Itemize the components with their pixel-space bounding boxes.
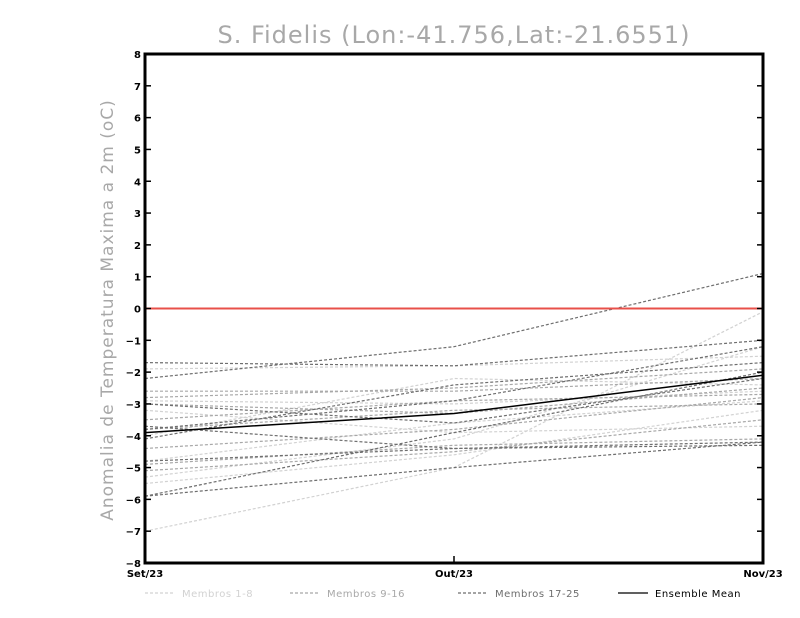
legend-label-3: Membros 17-25 (495, 589, 580, 600)
series-line-m21 (144, 362, 764, 440)
y-tick-label: 5 (134, 145, 141, 156)
series-line-m22 (144, 346, 764, 430)
series-line-m18 (144, 339, 764, 367)
y-tick-label: −4 (126, 432, 141, 443)
x-tick-label: Set/23 (127, 569, 163, 580)
legend-label-1: Membros 1-8 (182, 589, 253, 600)
series-line-m1 (144, 311, 764, 532)
plot-area: −8 −7 −6 −5 −4 −3 −2 −1 0 1 2 3 4 5 6 7 8 Set/23 Out/23 Nov… (126, 50, 783, 580)
series-line-m12 (144, 438, 764, 465)
series-line-m13 (144, 419, 764, 472)
x-tick-label: Out/23 (435, 569, 473, 580)
y-tick-label: −1 (126, 336, 141, 347)
y-tick-label: 7 (134, 82, 141, 93)
y-tick-label: −6 (126, 495, 141, 506)
series-line-m14 (144, 387, 764, 415)
series-line-m7 (144, 409, 764, 485)
legend-label-2: Membros 9-16 (327, 589, 405, 600)
series-line-m8 (144, 355, 764, 370)
y-tick-label: −2 (126, 368, 141, 379)
series-line-m17 (144, 272, 764, 380)
y-tick-label: 0 (134, 305, 141, 316)
series-line-m11 (144, 403, 764, 430)
x-tick-label: Nov/23 (743, 569, 782, 580)
series-line-m5 (144, 409, 764, 434)
y-tick-label: 1 (134, 273, 141, 284)
series-line-m2 (144, 346, 764, 478)
series-line-m16 (144, 397, 764, 450)
y-tick-label: −7 (126, 527, 141, 538)
y-tick-label: −8 (126, 559, 141, 570)
series-line-m23 (144, 441, 764, 462)
y-tick-label: 6 (134, 114, 141, 125)
chart-title: S. Fidelis (Lon:-41.756,Lat:-21.6551) (217, 21, 690, 49)
ensemble-mean-line (144, 374, 764, 434)
series-line-m19 (144, 425, 764, 450)
y-tick-label: 8 (134, 50, 141, 61)
legend-label-4: Ensemble Mean (655, 589, 741, 600)
legend: Membros 1-8 Membros 9-16 Membros 17-25 Ense… (145, 589, 741, 600)
series-line-m25 (144, 377, 764, 424)
series-line-m15 (144, 368, 764, 399)
y-tick-label: 3 (134, 209, 141, 220)
y-axis-label: Anomalia de Temperatura Maxima a 2m (oC) (98, 99, 118, 521)
series-line-m6 (144, 390, 764, 405)
y-tick-label: 2 (134, 241, 141, 252)
series-line-m24 (144, 441, 764, 497)
series-line-m9 (145, 377, 764, 392)
y-tick-label: −5 (126, 464, 141, 475)
series-line-m20 (144, 371, 764, 497)
y-tick-label: 4 (134, 177, 141, 188)
y-tick-label: −3 (126, 400, 141, 411)
